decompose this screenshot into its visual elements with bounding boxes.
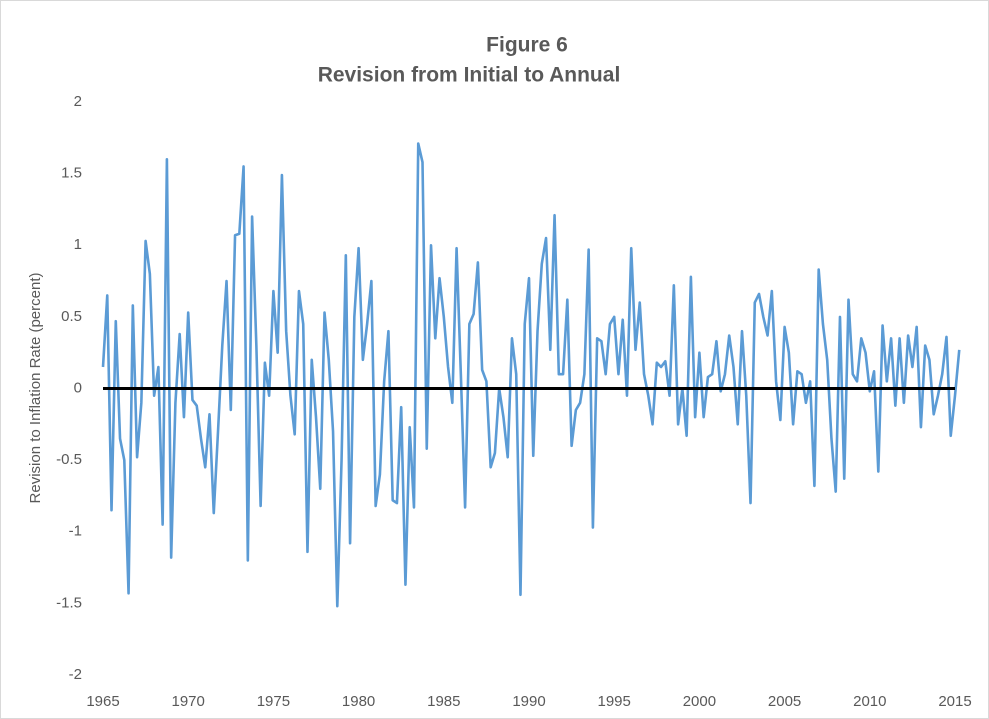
x-tick-label: 1970 bbox=[172, 693, 205, 710]
y-tick-label: -1 bbox=[69, 523, 82, 540]
y-axis-label: Revision to Inflation Rate (percent) bbox=[27, 273, 44, 504]
chart-title: Figure 6 bbox=[486, 34, 568, 57]
y-tick-label: 0.5 bbox=[61, 308, 82, 325]
data-line bbox=[101, 142, 961, 608]
x-tick-label: 2005 bbox=[768, 693, 801, 710]
y-tick-label: -1.5 bbox=[56, 594, 82, 611]
x-tick-label: 1975 bbox=[257, 693, 290, 710]
y-tick-label: 0 bbox=[74, 379, 82, 396]
x-tick-label: 1965 bbox=[86, 693, 119, 710]
x-tick-label: 1990 bbox=[512, 693, 545, 710]
x-tick-label: 2010 bbox=[853, 693, 886, 710]
y-tick-label: 2 bbox=[74, 93, 82, 110]
y-tick-label: -0.5 bbox=[56, 451, 82, 468]
x-tick-label: 1985 bbox=[427, 693, 460, 710]
x-tick-label: 2015 bbox=[938, 693, 971, 710]
chart-subtitle: Revision from Initial to Annual bbox=[318, 64, 621, 87]
y-tick-label: -2 bbox=[69, 666, 82, 683]
y-tick-label: 1.5 bbox=[61, 165, 82, 182]
x-tick-label: 1980 bbox=[342, 693, 375, 710]
x-tick-label: 2000 bbox=[683, 693, 716, 710]
x-tick-label: 1995 bbox=[598, 693, 631, 710]
y-tick-label: 1 bbox=[74, 236, 82, 253]
